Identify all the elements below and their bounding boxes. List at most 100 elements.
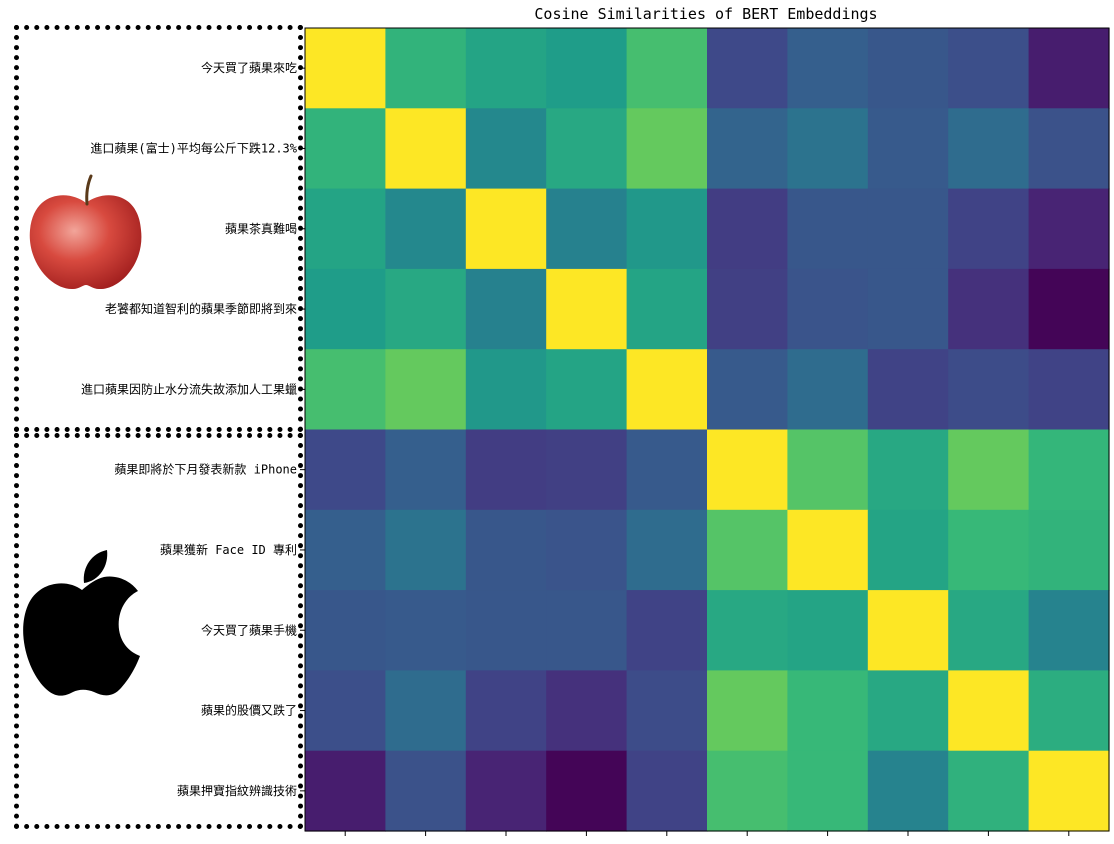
heatmap-cell-r2-c2 [465, 188, 547, 270]
heatmap-cell-r8-c8 [948, 670, 1030, 752]
heatmap-cell-r7-c4 [626, 590, 708, 671]
heatmap-cell-r3-c9 [1028, 268, 1110, 350]
heatmap-cell-r9-c0 [305, 750, 386, 832]
heatmap-cell-r1-c9 [1028, 108, 1110, 190]
company-group-box [14, 433, 303, 829]
heatmap-cell-r3-c5 [707, 268, 788, 350]
heatmap-cell-r2-c0 [305, 188, 386, 270]
row-label: 今天買了蘋果手機 [201, 622, 297, 637]
heatmap-cell-r6-c2 [465, 509, 547, 591]
heatmap-cell-r4-c3 [546, 349, 628, 431]
heatmap-cell-r6-c9 [1028, 509, 1110, 591]
heatmap-cell-r0-c3 [546, 28, 628, 109]
heatmap-cell-r7-c8 [948, 590, 1030, 671]
heatmap-cell-r1-c4 [626, 108, 708, 190]
heatmap-cell-r8-c7 [867, 670, 949, 752]
heatmap-cell-r1-c8 [948, 108, 1030, 190]
heatmap-cell-r5-c1 [385, 429, 467, 511]
heatmap-cell-r3-c8 [948, 268, 1030, 350]
heatmap-cell-r0-c2 [465, 28, 547, 109]
heatmap-cell-r3-c6 [787, 268, 869, 350]
heatmap-cell-r1-c6 [787, 108, 869, 190]
heatmap-cell-r3-c2 [465, 268, 547, 350]
heatmap-cell-r8-c1 [385, 670, 467, 752]
heatmap-cell-r7-c2 [465, 590, 547, 671]
heatmap-cell-r8-c2 [465, 670, 547, 752]
heatmap-cell-r5-c8 [948, 429, 1030, 511]
heatmap-cell-r5-c5 [707, 429, 788, 511]
heatmap-cell-r9-c2 [465, 750, 547, 832]
heatmap-cell-r0-c8 [948, 28, 1030, 109]
heatmap-cell-r3-c0 [305, 268, 386, 350]
heatmap-cell-r5-c2 [465, 429, 547, 511]
heatmap-cell-r2-c4 [626, 188, 708, 270]
heatmap-cell-r9-c9 [1028, 750, 1110, 832]
heatmap-cell-r9-c8 [948, 750, 1030, 832]
heatmap-cell-r0-c6 [787, 28, 869, 109]
heatmap-cell-r0-c5 [707, 28, 788, 109]
plot-frame [304, 27, 1110, 832]
heatmap-cell-r3-c7 [867, 268, 949, 350]
heatmap-cell-r6-c7 [867, 509, 949, 591]
heatmap-cell-r9-c7 [867, 750, 949, 832]
heatmap-cell-r9-c1 [385, 750, 467, 832]
heatmap-cell-r5-c9 [1028, 429, 1110, 511]
heatmap-cell-r6-c3 [546, 509, 628, 591]
heatmap-cell-r1-c2 [465, 108, 547, 190]
heatmap-cell-r9-c6 [787, 750, 869, 832]
heatmap-cell-r0-c9 [1028, 28, 1110, 109]
row-label: 老饕都知道智利的蘋果季節即將到來 [105, 301, 297, 316]
heatmap-cell-r1-c0 [305, 108, 386, 190]
heatmap-cell-r7-c7 [867, 590, 949, 671]
heatmap-cell-r2-c9 [1028, 188, 1110, 270]
heatmap-cell-r5-c0 [305, 429, 386, 511]
heatmap-cell-r8-c3 [546, 670, 628, 752]
heatmap-cell-r8-c9 [1028, 670, 1110, 752]
heatmap-cell-r2-c6 [787, 188, 869, 270]
heatmap-cell-r5-c3 [546, 429, 628, 511]
heatmap-cell-r4-c1 [385, 349, 467, 431]
heatmap-cell-r0-c7 [867, 28, 949, 109]
chart-title: Cosine Similarities of BERT Embeddings [534, 5, 877, 23]
heatmap-cell-r9-c4 [626, 750, 708, 832]
row-label: 進口蘋果因防止水分流失故添加人工果蠟 [81, 381, 297, 396]
heatmap-cell-r2-c7 [867, 188, 949, 270]
heatmap-cell-r5-c6 [787, 429, 869, 511]
fruit-group-box [14, 25, 303, 432]
heatmap-cell-r5-c7 [867, 429, 949, 511]
heatmap-cell-r2-c8 [948, 188, 1030, 270]
row-label: 今天買了蘋果來吃 [201, 60, 297, 75]
heatmap-cell-r0-c0 [305, 28, 386, 109]
heatmap-cell-r4-c5 [707, 349, 788, 431]
heatmap-cell-r7-c1 [385, 590, 467, 671]
heatmap-cell-r7-c5 [707, 590, 788, 671]
heatmap-cell-r6-c0 [305, 509, 386, 591]
row-label: 蘋果即將於下月發表新款 iPhone [114, 462, 297, 477]
heatmap-cell-r4-c6 [787, 349, 869, 431]
heatmap-cell-r7-c6 [787, 590, 869, 671]
heatmap-cell-r4-c7 [867, 349, 949, 431]
heatmap-cell-r6-c5 [707, 509, 788, 591]
row-label: 蘋果押寶指紋辨識技術 [177, 783, 297, 798]
heatmap-cell-r0-c4 [626, 28, 708, 109]
heatmap-cell-r2-c1 [385, 188, 467, 270]
heatmap-cell-r2-c3 [546, 188, 628, 270]
heatmap-cell-r2-c5 [707, 188, 788, 270]
heatmap-cell-r0-c1 [385, 28, 467, 109]
heatmap-cell-r7-c0 [305, 590, 386, 671]
heatmap-cell-r3-c4 [626, 268, 708, 350]
heatmap-cell-r8-c0 [305, 670, 386, 752]
heatmap-cell-r9-c5 [707, 750, 788, 832]
heatmap-cell-r6-c1 [385, 509, 467, 591]
heatmap-cell-r3-c1 [385, 268, 467, 350]
heatmap-cell-r4-c0 [305, 349, 386, 431]
apple-logo-icon [23, 550, 140, 696]
heatmap-cell-r8-c5 [707, 670, 788, 752]
heatmap-cell-r6-c6 [787, 509, 869, 591]
row-label: 蘋果獲新 Face ID 專利 [160, 542, 297, 557]
heatmap-cell-r4-c8 [948, 349, 1030, 431]
heatmap-cell-r1-c1 [385, 108, 467, 190]
heatmap-cell-r8-c4 [626, 670, 708, 752]
